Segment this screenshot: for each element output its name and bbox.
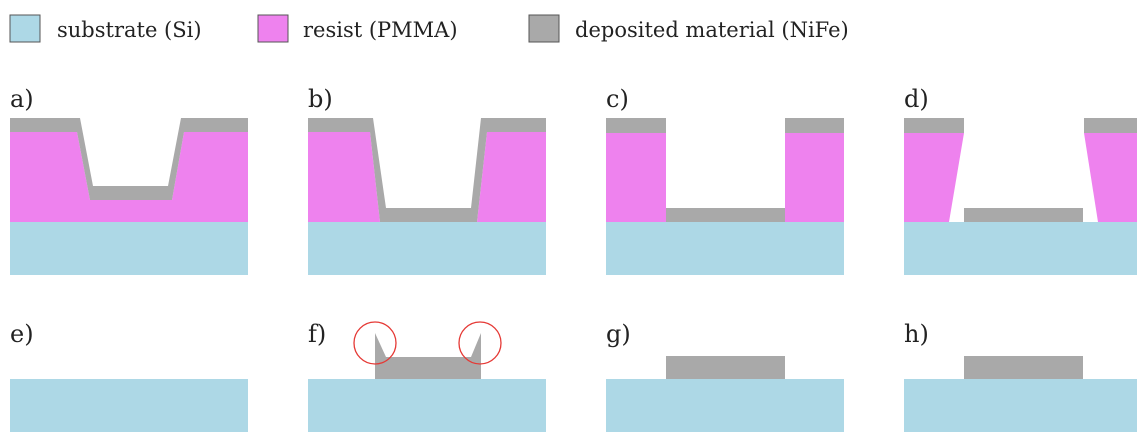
- deposit-b: [308, 118, 546, 222]
- legend-item-substrate: substrate (Si): [9, 14, 202, 43]
- highlight-circle-right: [458, 321, 502, 365]
- resist-d-left: [904, 133, 964, 222]
- substrate-f: [308, 379, 546, 432]
- deposit-f: [375, 333, 481, 379]
- panel-label-d: d): [904, 85, 929, 113]
- resist-d-right: [1084, 133, 1137, 222]
- resist-c-left: [606, 133, 666, 222]
- panel-b: b): [308, 85, 546, 275]
- deposit-d-left: [904, 118, 964, 133]
- panel-label-f: f): [308, 320, 326, 348]
- substrate-h: [904, 379, 1137, 432]
- substrate-b: [308, 222, 546, 275]
- deposit-c-left: [606, 118, 666, 133]
- resist-swatch: [257, 14, 289, 43]
- legend-label-deposited: deposited material (NiFe): [575, 18, 849, 42]
- deposit-h: [964, 356, 1083, 379]
- panel-label-g: g): [606, 320, 631, 348]
- panel-label-a: a): [10, 85, 34, 113]
- legend: substrate (Si) resist (PMMA) deposited m…: [9, 14, 849, 43]
- panel-h: h): [904, 320, 1137, 432]
- substrate-c: [606, 222, 844, 275]
- panel-f: f): [308, 320, 546, 432]
- panel-label-b: b): [308, 85, 333, 113]
- deposit-d-bottom: [964, 208, 1083, 222]
- substrate-a: [10, 222, 248, 275]
- highlight-circle-left: [353, 321, 397, 365]
- deposit-d-right: [1084, 118, 1137, 133]
- panel-label-e: e): [10, 320, 34, 348]
- panel-d: d): [904, 85, 1137, 275]
- deposited-swatch: [528, 14, 560, 43]
- deposit-g: [666, 356, 785, 379]
- panel-label-c: c): [606, 85, 629, 113]
- panel-g: g): [606, 320, 844, 432]
- resist-c-right: [785, 133, 844, 222]
- resist-b-right: [477, 132, 546, 222]
- panel-c: c): [606, 85, 844, 275]
- legend-label-substrate: substrate (Si): [57, 18, 202, 42]
- substrate-d: [904, 222, 1137, 275]
- panel-a: a): [10, 85, 248, 275]
- panel-e: e): [10, 320, 248, 432]
- resist-b: [308, 132, 380, 222]
- legend-item-resist: resist (PMMA): [257, 14, 458, 43]
- resist-a: [10, 132, 248, 222]
- substrate-e: [10, 379, 248, 432]
- legend-label-resist: resist (PMMA): [303, 18, 458, 42]
- panel-label-h: h): [904, 320, 929, 348]
- deposit-a: [10, 118, 248, 200]
- deposit-c-right: [785, 118, 844, 133]
- substrate-swatch: [9, 14, 41, 43]
- deposit-c-bottom: [666, 208, 785, 222]
- substrate-g: [606, 379, 844, 432]
- legend-item-deposited: deposited material (NiFe): [528, 14, 849, 43]
